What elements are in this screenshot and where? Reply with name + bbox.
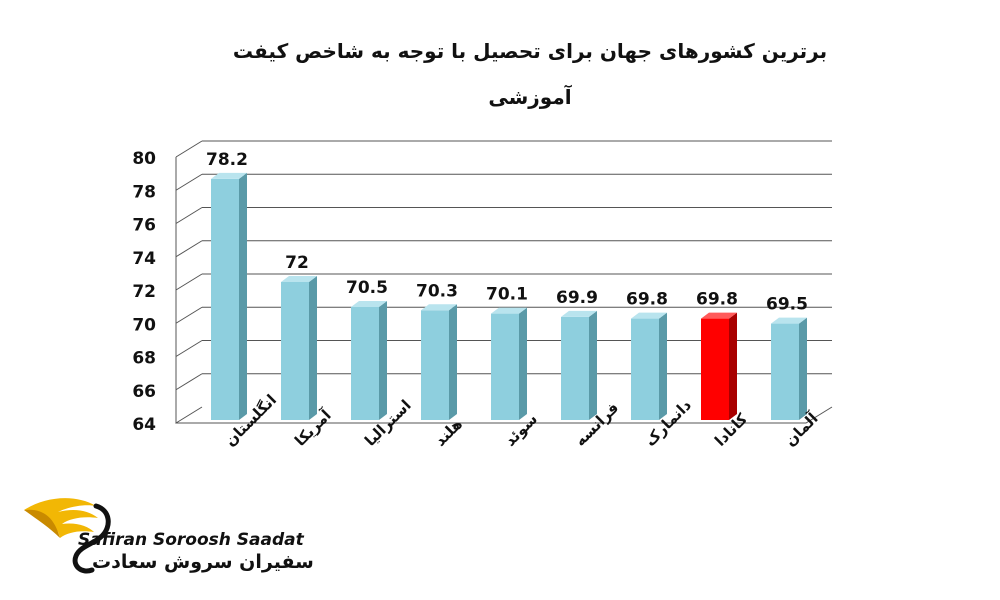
y-tick-label: 74: [132, 249, 156, 269]
gridline-diagonal: [175, 240, 203, 258]
bar-side: [239, 172, 247, 420]
golden-wing-s-logo-icon: [24, 498, 111, 574]
y-tick-label: 80: [132, 149, 156, 169]
bar-top: [631, 312, 667, 319]
bar: [421, 310, 449, 420]
bar: [351, 306, 379, 420]
bar-side: [449, 304, 457, 420]
bar: [631, 318, 659, 420]
bar: [281, 282, 309, 420]
y-tick-label: 78: [132, 182, 156, 202]
brand-name-english: Safiran Soroosh Saadat: [78, 530, 304, 550]
data-label: 78.2: [206, 150, 248, 170]
brand-name-persian: سفیران سروش سعادت: [92, 551, 314, 573]
bar-side: [519, 307, 527, 420]
gridline-diagonal: [175, 373, 203, 391]
bar-top: [491, 307, 527, 314]
bar: [561, 316, 589, 420]
y-tick-label: 76: [132, 216, 156, 236]
bar-side: [379, 300, 387, 420]
y-tick-label: 68: [132, 349, 156, 369]
data-label: 70.3: [416, 281, 458, 301]
data-label: 69.5: [766, 295, 808, 315]
bar-top: [211, 172, 247, 179]
bar-top: [281, 276, 317, 282]
bar-top: [351, 300, 387, 307]
gridline-diagonal: [175, 140, 203, 158]
bar: [701, 318, 729, 420]
side-wall: [175, 157, 203, 424]
y-axis: 64 66 68 70 72 74 76 78 80: [132, 149, 156, 435]
y-tick-label: 70: [132, 315, 156, 335]
chart-title: برترین کشورهای جهان برای تحصیل با توجه ب…: [232, 39, 828, 109]
data-label: 72: [285, 253, 309, 273]
bars-layer: [211, 172, 807, 420]
bar-side: [659, 312, 667, 420]
gridline-diagonal: [175, 273, 203, 291]
bar: [771, 323, 799, 420]
bar-top: [701, 312, 737, 319]
data-label: 69.8: [626, 290, 668, 310]
bar-side: [799, 317, 807, 420]
gridline-diagonal: [175, 306, 203, 324]
bar-top: [561, 310, 597, 317]
data-label: 69.8: [696, 290, 738, 310]
bar-side: [729, 312, 737, 420]
gridline-diagonal: [175, 173, 203, 191]
bar-top: [421, 304, 457, 311]
data-labels-layer: 78.2 72 70.5 70.3 70.1 69.9 69.8 69.8 69.5: [206, 150, 808, 315]
bar-side: [309, 276, 317, 420]
bar-side: [589, 310, 597, 420]
x-tick-label: هلند: [431, 415, 466, 450]
bar: [491, 313, 519, 420]
y-tick-label: 72: [132, 282, 156, 302]
bar-top: [771, 317, 807, 324]
data-label: 70.1: [486, 285, 528, 305]
floor-edge: [176, 406, 833, 424]
y-tick-label: 64: [132, 415, 156, 435]
bar: [211, 178, 239, 420]
gridline-diagonal: [175, 207, 203, 224]
data-label: 70.5: [346, 278, 388, 298]
gridline-diagonal: [175, 340, 203, 357]
data-label: 69.9: [556, 288, 598, 308]
y-tick-label: 66: [132, 382, 156, 402]
